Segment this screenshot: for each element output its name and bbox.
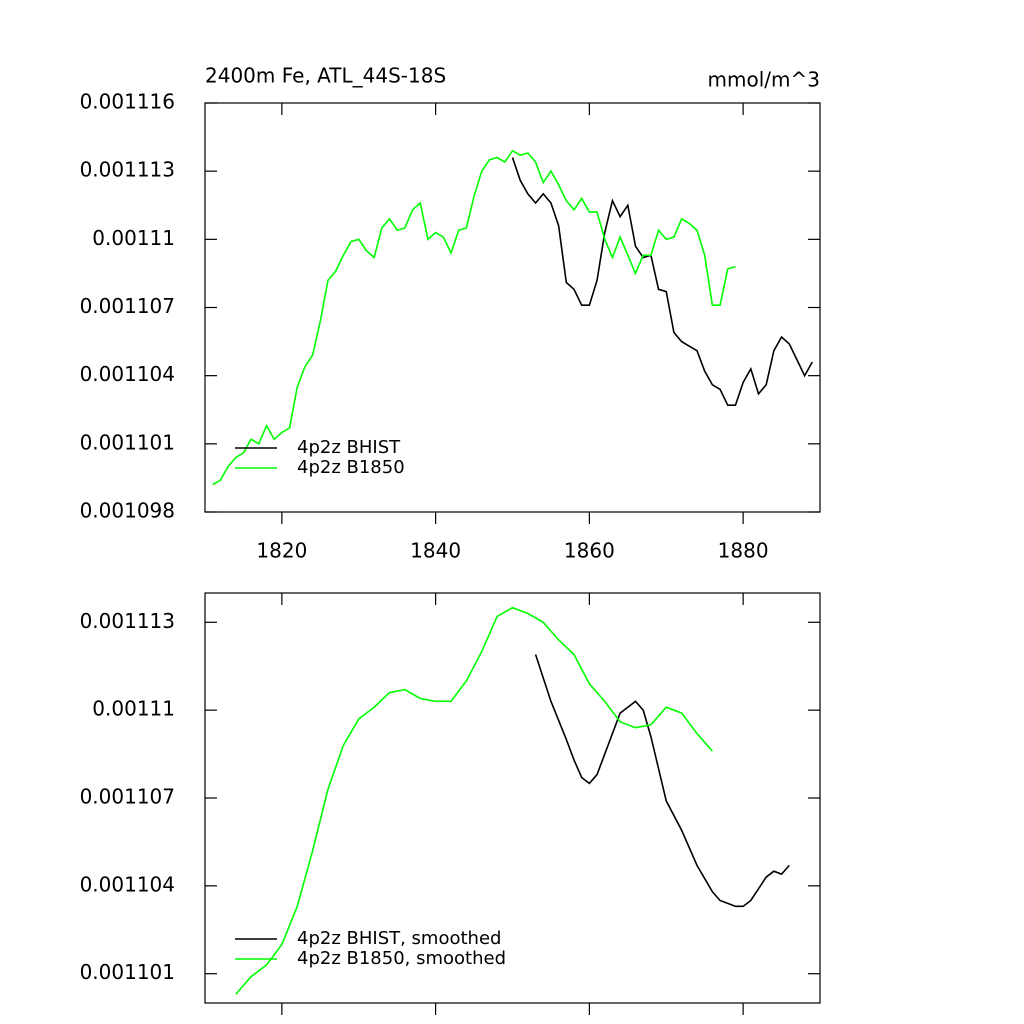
y-tick-label: 0.001101 [80,430,175,454]
y-tick-label: 0.001104 [80,872,175,896]
y-tick-label: 0.001113 [80,158,175,182]
legend-label: 4p2z B1850, smoothed [297,948,506,969]
y-tick-label: 0.001104 [80,362,175,386]
units-label: mmol/m^3 [708,68,820,92]
legend-label: 4p2z B1850 [297,457,405,478]
y-tick-label: 0.001107 [80,785,175,809]
data-line [212,149,736,486]
y-tick-label: 0.00111 [92,697,175,721]
y-tick-label: 0.001113 [80,609,175,633]
y-tick-label: 0.001101 [80,960,175,984]
data-line [235,606,713,995]
x-tick-label: 1840 [410,539,461,563]
y-tick-label: 0.00111 [92,226,175,250]
legend-label: 4p2z BHIST [297,437,401,458]
x-tick-label: 1880 [718,539,769,563]
y-tick-label: 0.001116 [80,90,175,114]
x-tick-label: 1860 [564,539,615,563]
chart-title: 2400m Fe, ATL_44S-18S [205,64,446,88]
data-line [511,157,814,407]
y-tick-label: 0.001107 [80,294,175,318]
x-tick-label: 1820 [256,539,307,563]
y-tick-label: 0.001098 [80,499,175,523]
legend-label: 4p2z BHIST, smoothed [297,928,501,949]
data-line [534,654,790,908]
